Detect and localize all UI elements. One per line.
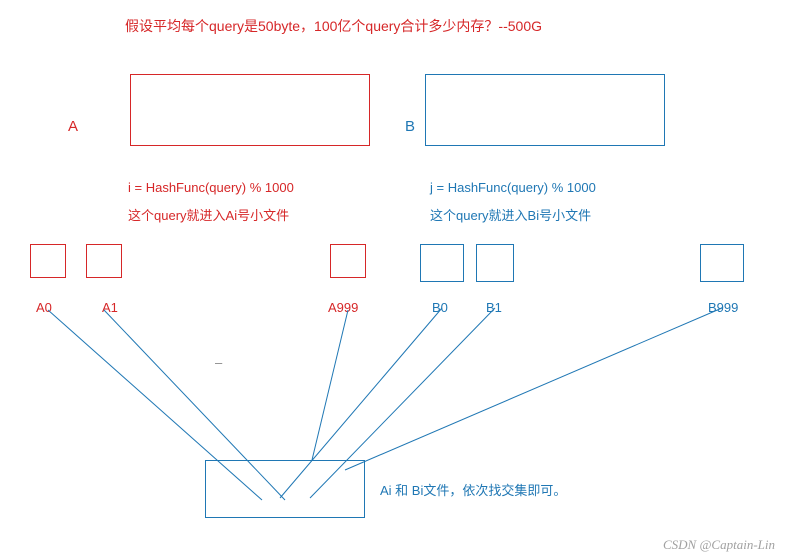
box-b999	[700, 244, 744, 282]
box-a1	[86, 244, 122, 278]
big-box-a	[130, 74, 370, 146]
bottom-box	[205, 460, 365, 518]
label-a1: A1	[102, 300, 118, 315]
watermark: CSDN @Captain-Lin	[663, 537, 775, 553]
label-b: B	[405, 118, 415, 135]
box-a999	[330, 244, 366, 278]
box-b1	[476, 244, 514, 282]
label-a0: A0	[36, 300, 52, 315]
big-box-b	[425, 74, 665, 146]
hash-a: i = HashFunc(query) % 1000	[128, 180, 294, 195]
desc-a: 这个query就进入Ai号小文件	[128, 205, 289, 224]
label-b1: B1	[486, 300, 502, 315]
dash-mark: –	[215, 355, 222, 370]
hash-b: j = HashFunc(query) % 1000	[430, 180, 596, 195]
label-a999: A999	[328, 300, 358, 315]
desc-b: 这个query就进入Bi号小文件	[430, 205, 591, 224]
label-b0: B0	[432, 300, 448, 315]
label-a: A	[68, 118, 78, 135]
connector-lines	[0, 0, 785, 559]
label-b999: B999	[708, 300, 738, 315]
title-text: 假设平均每个query是50byte，100亿个query合计多少内存？--50…	[125, 16, 542, 36]
box-b0	[420, 244, 464, 282]
box-a0	[30, 244, 66, 278]
bottom-text: Ai 和 Bi文件，依次找交集即可。	[380, 480, 566, 499]
